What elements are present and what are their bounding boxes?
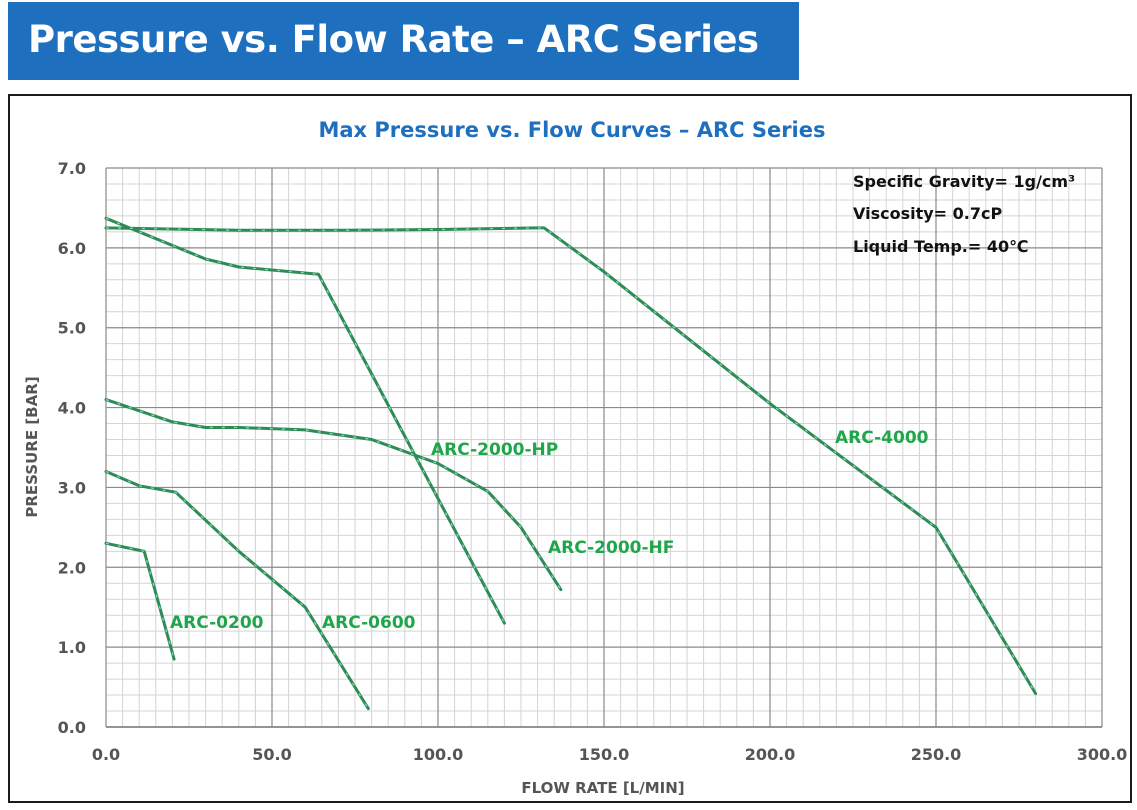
y-tick-label: 2.0 bbox=[58, 558, 86, 577]
x-tick-labels: 0.0 50.0 100.0 150.0 200.0 250.0 300.0 bbox=[92, 745, 1127, 764]
x-tick-label: 0.0 bbox=[92, 745, 120, 764]
x-tick-label: 250.0 bbox=[911, 745, 962, 764]
label-arc-0200: ARC-0200 bbox=[170, 613, 264, 633]
x-tick-label: 300.0 bbox=[1077, 745, 1128, 764]
series-line-arc-2000-hf bbox=[104, 398, 563, 592]
title-banner: Pressure vs. Flow Rate – ARC Series bbox=[8, 2, 799, 80]
label-arc-4000: ARC-4000 bbox=[835, 428, 929, 448]
series-line-arc-0600 bbox=[104, 470, 370, 711]
x-axis-title: FLOW RATE [L/MIN] bbox=[521, 779, 684, 797]
y-axis-title: PRESSURE [BAR] bbox=[23, 376, 41, 517]
y-tick-labels: 0.0 1.0 2.0 3.0 4.0 5.0 6.0 7.0 bbox=[58, 159, 86, 737]
label-arc-2000-hp: ARC-2000-HP bbox=[431, 440, 558, 460]
annotation-viscosity: Viscosity= 0.7cP bbox=[853, 204, 1002, 223]
banner-title: Pressure vs. Flow Rate – ARC Series bbox=[28, 18, 759, 61]
y-tick-label: 1.0 bbox=[58, 638, 86, 657]
series-line-highlight-arc-0200 bbox=[105, 542, 175, 660]
x-tick-label: 100.0 bbox=[413, 745, 464, 764]
chart-frame bbox=[8, 94, 1132, 803]
major-gridlines bbox=[105, 167, 1103, 728]
y-tick-label: 5.0 bbox=[58, 319, 86, 338]
axes bbox=[105, 168, 1102, 728]
annotation-liquid-temp: Liquid Temp.= 40℃ bbox=[853, 237, 1029, 256]
y-tick-label: 7.0 bbox=[58, 159, 86, 178]
x-tick-label: 150.0 bbox=[579, 745, 630, 764]
series-line-highlight-arc-2000-hf bbox=[105, 399, 562, 590]
y-tick-label: 0.0 bbox=[58, 718, 86, 737]
series-line-arc-0200 bbox=[104, 541, 176, 661]
series-lines bbox=[104, 216, 1038, 711]
x-tick-label: 50.0 bbox=[252, 745, 291, 764]
series-line-arc-2000-hp bbox=[104, 216, 506, 625]
label-arc-2000-hf: ARC-2000-HF bbox=[548, 538, 674, 558]
y-tick-label: 4.0 bbox=[58, 399, 86, 418]
label-arc-0600: ARC-0600 bbox=[322, 613, 416, 633]
y-tick-label: 3.0 bbox=[58, 478, 86, 497]
y-tick-label: 6.0 bbox=[58, 239, 86, 258]
series-line-highlight-arc-4000 bbox=[105, 227, 1037, 694]
annotation-specific-gravity: Specific Gravity= 1g/cm³ bbox=[853, 172, 1075, 191]
x-tick-label: 200.0 bbox=[745, 745, 796, 764]
series-line-highlight-arc-0600 bbox=[105, 470, 369, 709]
chart-title: Max Pressure vs. Flow Curves – ARC Serie… bbox=[318, 118, 825, 142]
